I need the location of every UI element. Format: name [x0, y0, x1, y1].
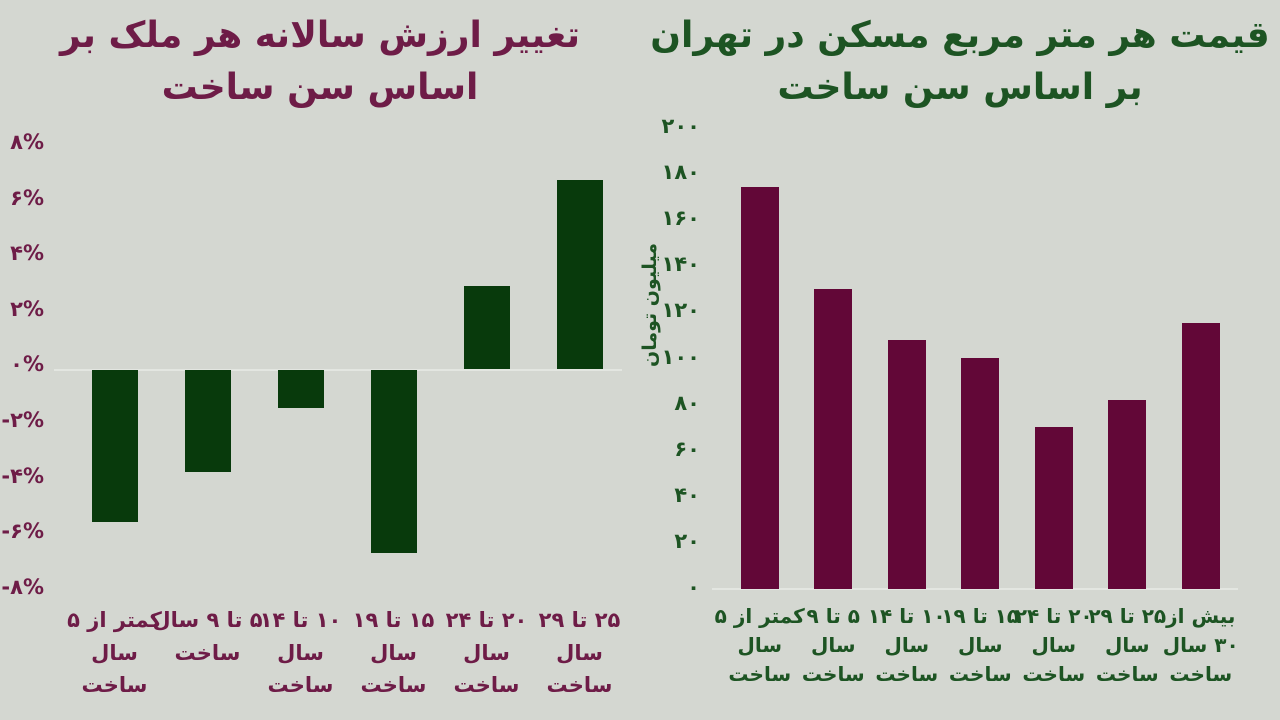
- y-tick-label: ۱۰۰: [661, 344, 700, 369]
- axis-baseline: [712, 588, 1238, 590]
- x-category-label-line: ساخت: [453, 673, 520, 697]
- x-category-label-line: سال: [884, 633, 930, 657]
- bar: [814, 288, 853, 589]
- x-category-label-line: سال: [370, 640, 417, 665]
- title-line-1: قیمت هر متر مربع مسکن در تهران: [650, 15, 1270, 56]
- x-category-label: کمتر از ۵ سال ساخت: [710, 602, 810, 689]
- x-category-label: ۲۵ تا ۲۹ سال ساخت: [1077, 602, 1177, 689]
- x-category-label-line: ۳۰ سال: [1162, 633, 1239, 657]
- x-category-label-line: سال: [737, 633, 783, 657]
- y-tick-label: ۱۸۰: [661, 160, 700, 185]
- y-tick-label: ۴%: [10, 241, 44, 266]
- bar: [1108, 399, 1147, 589]
- x-category-label-line: ۲۵ تا ۲۹: [538, 608, 621, 632]
- x-category-label-line: ساخت: [81, 673, 148, 697]
- y-tick-label: -۲%: [1, 408, 44, 432]
- x-category-label: ۵ تا ۹ سال ساخت: [143, 604, 273, 669]
- x-category-label-line: ۲۰ تا ۲۴: [445, 608, 528, 632]
- y-tick-label: ۸%: [10, 130, 44, 154]
- x-category-label: ۲۰ تا ۲۴ سال ساخت: [422, 604, 552, 702]
- x-category-label-line: سال: [556, 640, 603, 665]
- x-category-label-line: سال: [463, 640, 510, 665]
- x-category-label-line: سال: [277, 640, 324, 665]
- x-category-label: ۱۰ تا ۱۴ سال ساخت: [857, 602, 957, 689]
- x-category-label: ۱۰ تا ۱۴ سال ساخت: [236, 604, 366, 702]
- x-category-label-line: ساخت: [546, 673, 613, 697]
- y-tick-label: -۶%: [1, 519, 44, 544]
- x-category-label-line: سال: [91, 640, 138, 665]
- y-tick-label: -۸%: [1, 574, 44, 599]
- x-category-label-line: ساخت: [728, 662, 792, 686]
- x-category-label: ۱۵ تا ۱۹ سال ساخت: [329, 604, 459, 702]
- bar: [91, 369, 138, 523]
- x-category-label-line: ساخت: [1095, 662, 1159, 686]
- bar: [1034, 427, 1073, 589]
- title-line-2: اساس سن ساخت: [161, 67, 479, 108]
- bar: [277, 369, 324, 409]
- y-tick-label: ۱۲۰: [661, 298, 700, 323]
- x-category-label-line: بیش از: [1166, 604, 1236, 628]
- y-tick-label: ۶۰: [674, 436, 700, 461]
- x-category-label-line: ساخت: [360, 673, 427, 697]
- x-category-label-line: ۲۵ تا ۲۹: [1088, 604, 1167, 628]
- y-tick-label: ۰%: [10, 352, 44, 377]
- axis-baseline: [54, 368, 622, 371]
- x-category-label-line: سال: [1031, 633, 1077, 657]
- x-category-label: ۲۵ تا ۲۹ سال ساخت: [515, 604, 645, 702]
- title-line-2: بر اساس سن ساخت: [777, 67, 1143, 108]
- tehran-price-per-meter-chart: قیمت هر متر مربع مسکن در تهران بر اساس س…: [639, 0, 1280, 720]
- x-category-label: بیش از ۳۰ سال ساخت: [1151, 602, 1251, 689]
- bar: [184, 369, 231, 473]
- x-category-label-line: کمتر از ۵: [714, 604, 805, 628]
- tehran-price-title: قیمت هر متر مربع مسکن در تهران بر اساس س…: [640, 10, 1280, 114]
- x-category-label: ۲۰ تا ۲۴ سال ساخت: [1004, 602, 1104, 689]
- x-category-label: ۱۵ تا ۱۹ سال ساخت: [930, 602, 1030, 689]
- x-category-label-line: کمتر از ۵: [67, 608, 162, 632]
- y-tick-label: -۴%: [1, 463, 44, 488]
- x-category-label-line: ساخت: [267, 673, 334, 697]
- x-category-label-line: ۱۰ تا ۱۴: [867, 604, 946, 628]
- x-category-label-line: ساخت: [1169, 662, 1233, 686]
- y-tick-label: ۱۶۰: [661, 206, 700, 231]
- y-tick-label: ۸۰: [674, 390, 700, 415]
- x-category-label-line: ساخت: [801, 662, 865, 686]
- y-tick-label: ۱۴۰: [661, 252, 700, 277]
- y-tick-label: ۶%: [10, 185, 44, 210]
- bar: [887, 339, 926, 589]
- y-axis-title: میلیون تومان: [639, 243, 661, 367]
- x-category-label-line: ساخت: [1022, 662, 1086, 686]
- x-category-label-line: سال: [1104, 633, 1150, 657]
- x-category-label-line: سال: [810, 633, 856, 657]
- x-category-label-line: ۲۰ تا ۲۴: [1014, 604, 1093, 628]
- x-category-label-line: ۱۵ تا ۱۹: [352, 608, 435, 632]
- annual-value-change-chart: تغییر ارزش سالانه هر ملک بر اساس سن ساخت…: [0, 10, 640, 702]
- y-tick-label: ۲%: [10, 296, 44, 321]
- annual-value-change-title: تغییر ارزش سالانه هر ملک بر اساس سن ساخت: [0, 10, 640, 114]
- x-category-label-line: ساخت: [875, 662, 939, 686]
- y-tick-label: ۰: [687, 575, 700, 599]
- bar: [961, 358, 1000, 589]
- x-category-label-line: ساخت: [174, 640, 241, 665]
- y-tick-label: ۲۰۰: [661, 114, 700, 138]
- x-category-label-line: ۱۰ تا ۱۴: [259, 608, 342, 632]
- x-category-label-line: ۵ تا ۹: [806, 604, 860, 628]
- bar: [370, 369, 417, 553]
- bar: [740, 187, 779, 589]
- x-category-label-line: سال: [957, 633, 1003, 657]
- bar: [556, 180, 603, 370]
- x-category-label-line: ساخت: [948, 662, 1012, 686]
- x-category-label-line: ۱۵ تا ۱۹: [941, 604, 1020, 628]
- x-category-label: ۵ تا ۹ سال ساخت: [783, 602, 883, 689]
- y-tick-label: ۲۰: [674, 528, 700, 553]
- x-category-label: کمتر از ۵ سال ساخت: [50, 604, 180, 702]
- y-tick-label: ۴۰: [674, 482, 700, 507]
- bar: [463, 286, 510, 370]
- x-category-label-line: ۵ تا ۹ سال: [152, 608, 263, 632]
- title-line-1: تغییر ارزش سالانه هر ملک بر: [60, 15, 580, 56]
- bar: [1181, 323, 1220, 589]
